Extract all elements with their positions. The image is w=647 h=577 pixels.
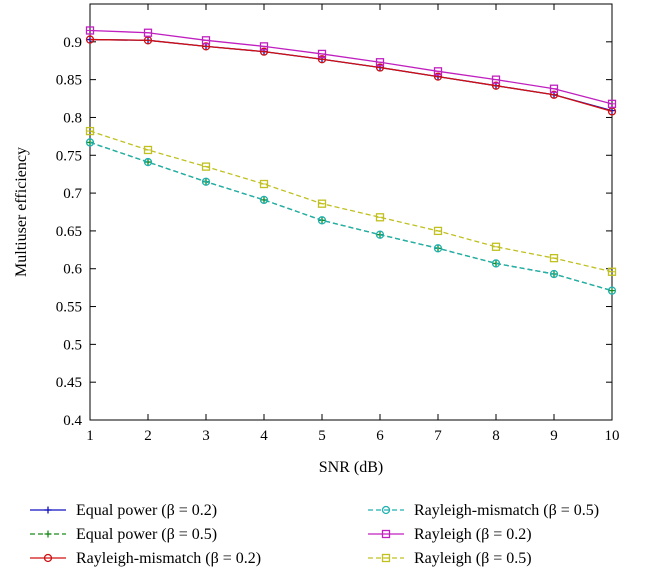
legend-label: Rayleigh (β = 0.2) (414, 526, 532, 543)
data-point (201, 162, 211, 171)
series-5 (85, 26, 617, 108)
y-tick-label: 0.4 (63, 413, 82, 429)
legend-marker (44, 506, 52, 514)
data-point (375, 213, 385, 222)
legend-marker (381, 529, 391, 539)
data-point (259, 195, 269, 205)
x-axis-label: SNR (dB) (319, 459, 383, 476)
x-tick-label: 7 (434, 428, 442, 444)
series-1 (86, 36, 616, 115)
data-point (375, 230, 385, 239)
data-point (260, 196, 268, 204)
data-point (491, 259, 501, 268)
legend-label: Rayleigh-mismatch (β = 0.2) (76, 550, 261, 567)
x-tick-label: 5 (318, 428, 326, 444)
plot-frame (89, 3, 613, 421)
x-tick-label: 1 (86, 428, 94, 444)
data-point (549, 84, 559, 93)
series-line (89, 141, 613, 292)
x-tick-label: 9 (550, 428, 558, 444)
data-point (607, 286, 617, 295)
data-point (259, 179, 269, 189)
legend-marker (381, 553, 391, 563)
data-point (375, 58, 385, 67)
series-line (89, 141, 613, 292)
legend-label: Equal power (β = 0.5) (76, 526, 217, 543)
y-tick-label: 0.6 (63, 262, 82, 278)
y-tick-label: 0.65 (56, 224, 82, 240)
data-point (491, 75, 501, 84)
legend-entry: Rayleigh (β = 0.2) (368, 526, 532, 543)
data-point (549, 269, 559, 279)
x-tick-label: 3 (202, 428, 210, 444)
x-tick-label: 4 (260, 428, 268, 444)
data-point (259, 47, 269, 56)
series-layer (85, 26, 617, 295)
data-point (201, 42, 211, 51)
data-point (85, 35, 95, 44)
legend-label: Equal power (β = 0.2) (76, 502, 217, 519)
legend-entry: Equal power (β = 0.5) (30, 526, 217, 543)
data-point (143, 145, 153, 155)
data-point (85, 26, 95, 35)
legend-entry: Rayleigh-mismatch (β = 0.5) (368, 502, 599, 519)
data-point (317, 55, 327, 64)
data-point (607, 267, 617, 276)
legend-label: Rayleigh (β = 0.5) (414, 550, 532, 567)
y-tick-label: 0.75 (56, 148, 82, 164)
series-line (89, 130, 613, 273)
data-point (433, 67, 443, 76)
series-3 (85, 35, 617, 116)
data-point (549, 253, 559, 263)
x-tick-label: 8 (492, 428, 500, 444)
data-point (259, 42, 269, 51)
x-tick-label: 10 (605, 428, 620, 444)
legend-entry: Rayleigh-mismatch (β = 0.2) (30, 550, 261, 567)
legend-label: Rayleigh-mismatch (β = 0.5) (414, 502, 599, 519)
y-tick-label: 0.45 (56, 375, 82, 391)
x-tick-label: 2 (144, 428, 152, 444)
data-point (433, 72, 443, 81)
data-point (144, 158, 152, 166)
data-point (375, 63, 385, 72)
data-point (317, 199, 327, 208)
series-6 (85, 126, 617, 276)
data-point (317, 216, 327, 225)
data-point (491, 242, 501, 251)
series-line (89, 38, 613, 112)
y-tick-label: 0.55 (56, 300, 82, 316)
legend: Equal power (β = 0.2) Equal power (β = 0.… (30, 502, 599, 567)
legend-entry: Rayleigh (β = 0.5) (368, 550, 532, 567)
y-axis-label: Multiuser efficiency (13, 147, 30, 277)
data-point (608, 287, 616, 295)
y-tick-label: 0.5 (63, 337, 82, 353)
data-point (433, 226, 443, 236)
data-point (85, 126, 95, 136)
legend-marker (381, 505, 391, 515)
x-tick-label: 6 (376, 428, 384, 444)
legend-entry: Equal power (β = 0.2) (30, 502, 217, 519)
legend-marker (43, 553, 53, 563)
y-tick-label: 0.7 (63, 186, 82, 202)
data-point (607, 99, 617, 108)
data-point (201, 36, 211, 45)
series-line (89, 29, 613, 105)
data-point (549, 90, 559, 99)
data-point (201, 177, 211, 186)
plot-area: 1 2 3 4 5 6 7 8 9 10 0.4 0.45 0.5 0.55 0.6 0.65 0.7 0.75 0… (56, 3, 620, 444)
y-tick-label: 0.9 (63, 35, 82, 51)
data-point (317, 49, 327, 59)
y-tick-label: 0.85 (56, 73, 82, 89)
y-tick-label: 0.8 (63, 110, 82, 126)
series-line (89, 38, 613, 113)
series-4 (85, 138, 617, 295)
data-point (143, 157, 153, 167)
data-point (85, 138, 95, 147)
legend-marker (44, 530, 52, 538)
data-point (433, 244, 443, 253)
data-point (143, 28, 153, 37)
data-point (491, 81, 501, 90)
